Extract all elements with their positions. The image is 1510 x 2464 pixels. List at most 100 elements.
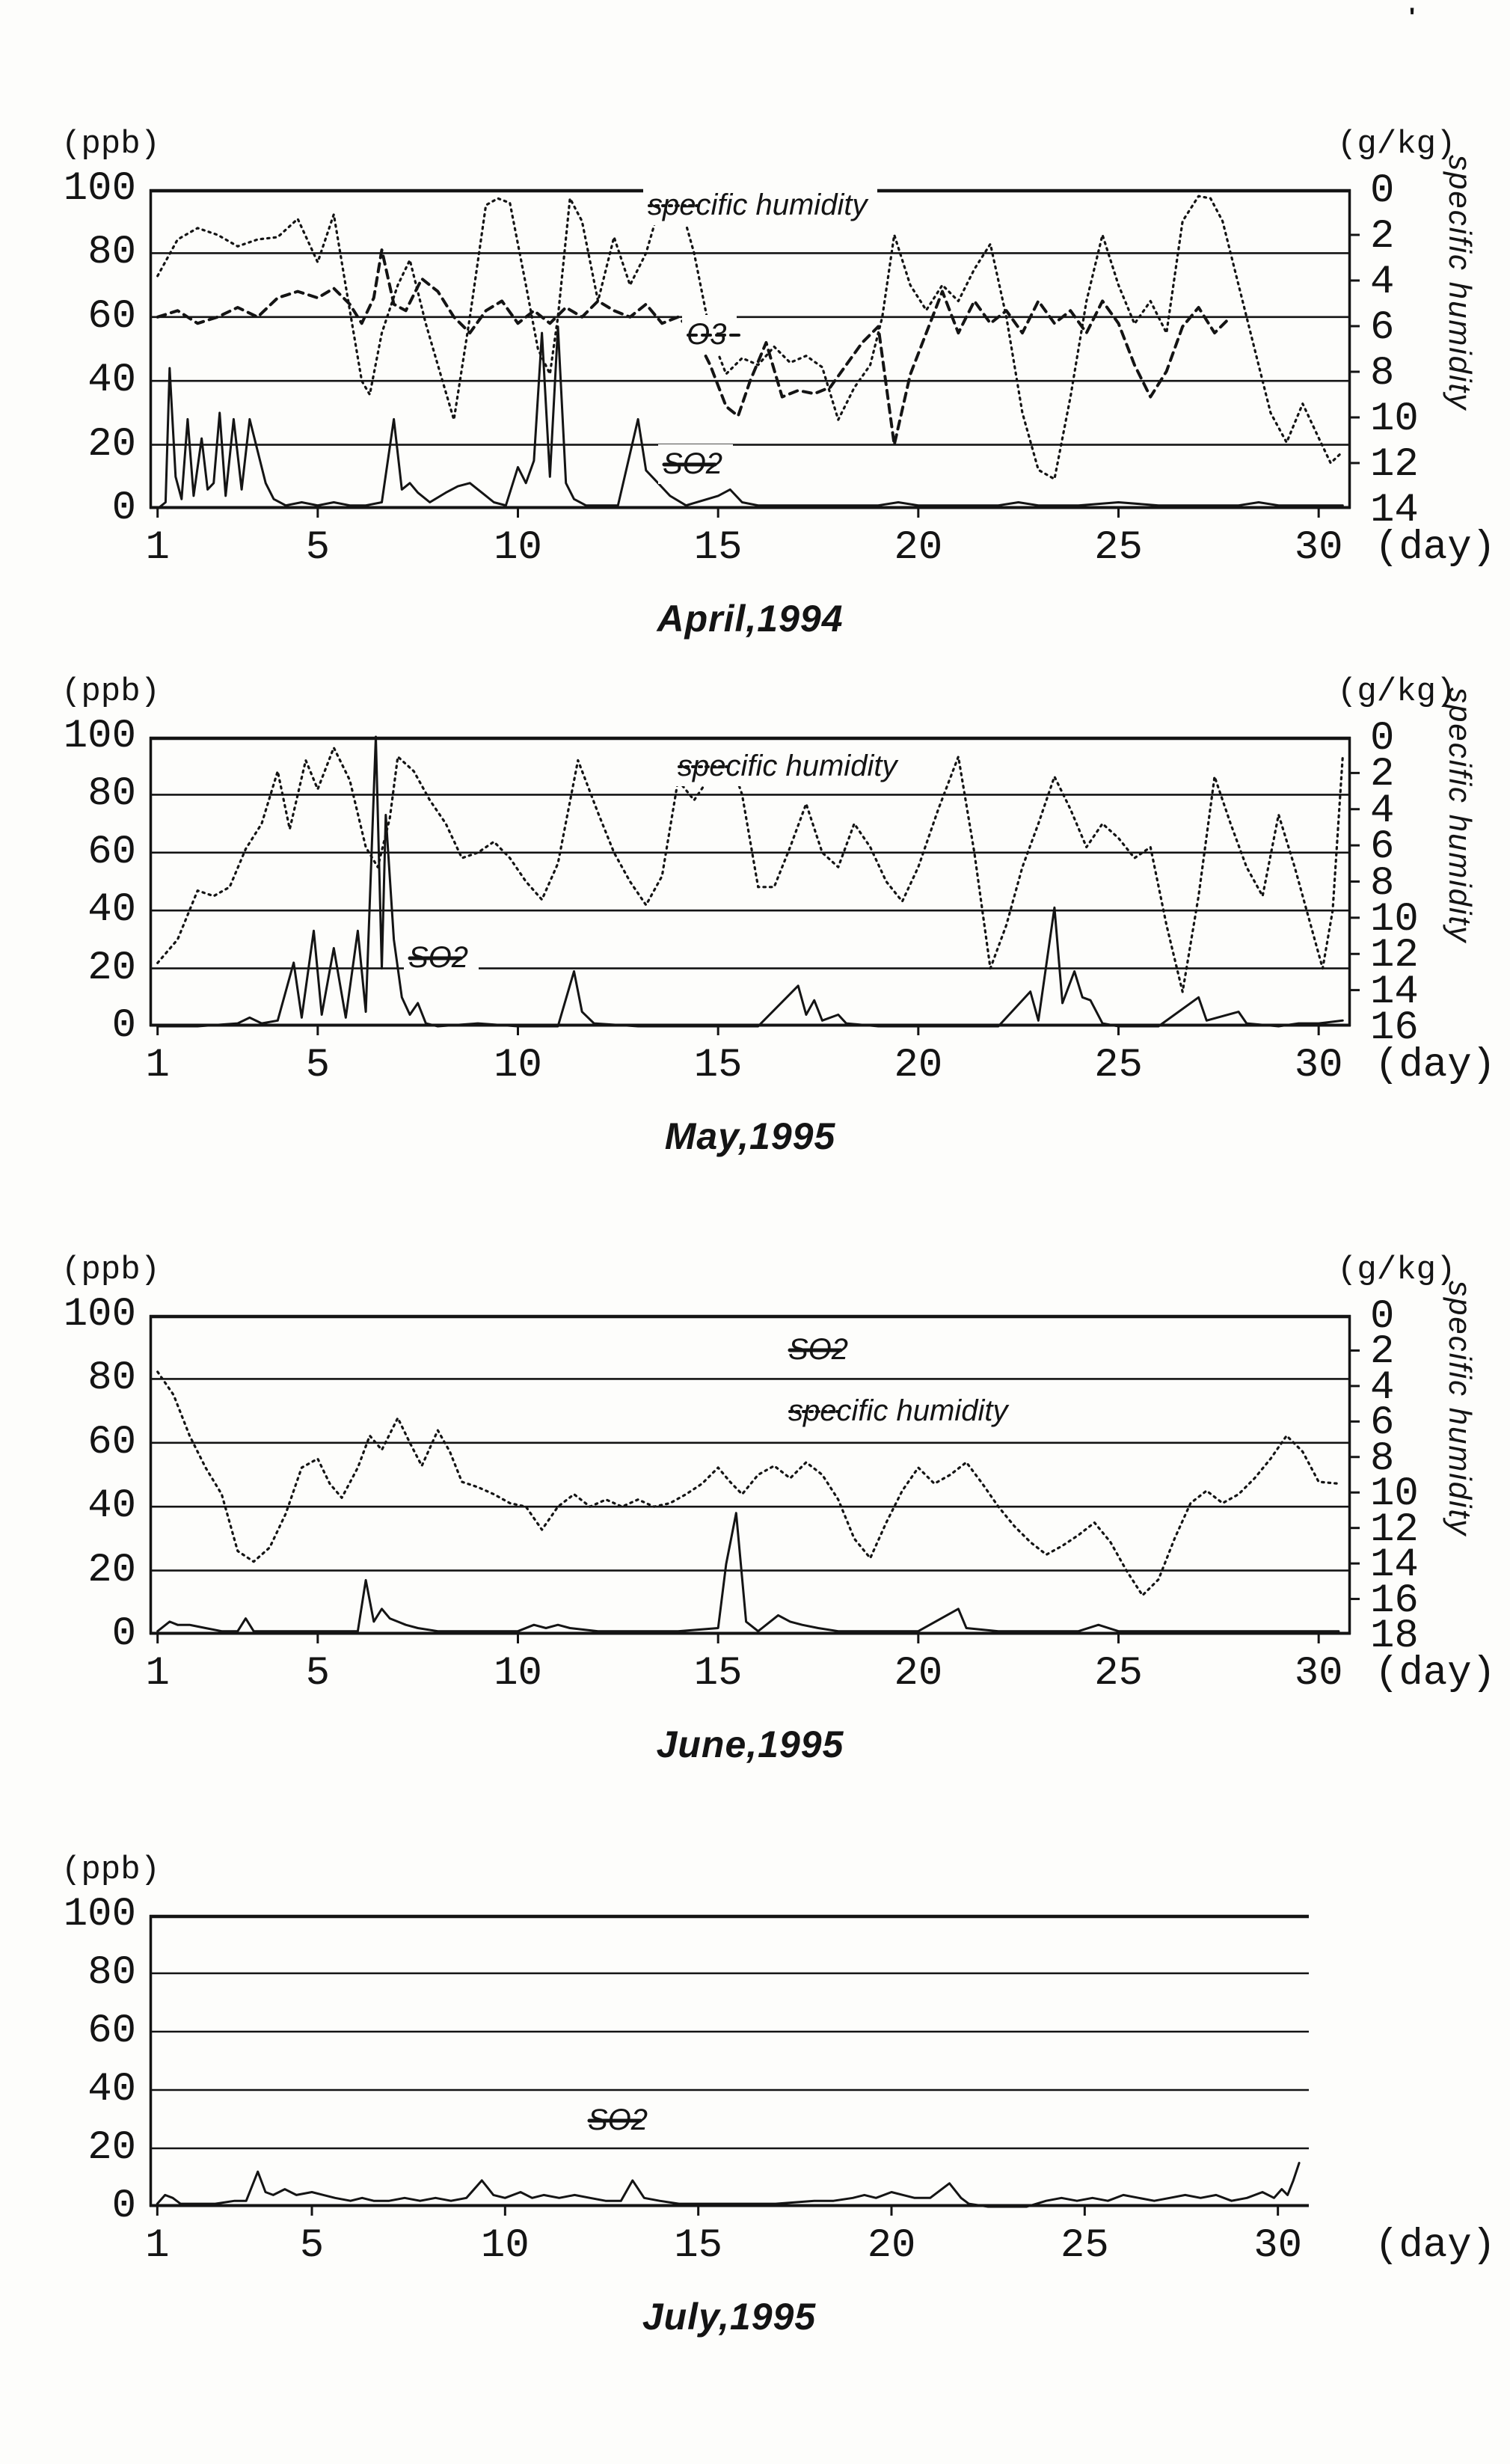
panel-3-x-tick-10: 10	[494, 1651, 542, 1697]
panel-3-legend-so2: SO2	[784, 1330, 859, 1370]
panel-1-legend-so2: SO2	[658, 444, 734, 484]
panel-3-right-tick-6: 6	[1370, 1400, 1395, 1447]
panel-3-right-tick-8: 8	[1370, 1435, 1395, 1482]
panel-1-right-tick-14: 14	[1370, 488, 1419, 533]
panel-2-left-tick-100: 100	[63, 714, 136, 759]
dotted-line-marker-icon	[788, 1409, 842, 1413]
panel-1-left-tick-0: 0	[111, 485, 136, 531]
panel-3-x-axis-unit: (day)	[1375, 1651, 1497, 1697]
panel-4-title: July,1995	[642, 2296, 817, 2338]
panel-2-right-axis-title: specific humidity	[1443, 687, 1478, 943]
panel-3-left-tick-40: 40	[88, 1483, 136, 1530]
panel-1-left-tick-80: 80	[88, 230, 136, 276]
panel-3-series-so2	[156, 1512, 1340, 1633]
panel-1-x-tick-1: 1	[145, 525, 170, 571]
panel-1-right-axis-title: specific humidity	[1443, 154, 1478, 411]
panel-3-x-tick-20: 20	[894, 1651, 943, 1697]
panel-3-title: June,1995	[656, 1723, 844, 1765]
panel-2-x-tick-10: 10	[494, 1043, 542, 1088]
panel-1-title: April,1994	[657, 598, 844, 640]
panel-3-series-specific-humidity	[156, 1370, 1340, 1597]
panel-2-right-tick-12: 12	[1370, 933, 1419, 979]
panel-3-right-axis-unit: (g/kg)	[1337, 1251, 1456, 1289]
panel-3-left-tick-60: 60	[88, 1419, 136, 1465]
panel-2-legend-specific-humidity: specific humidity	[673, 747, 908, 786]
panel-4-legend-so2: SO2	[583, 2100, 659, 2140]
panel-1-x-tick-20: 20	[894, 525, 943, 571]
panel-4-left-tick-0: 0	[111, 2183, 136, 2229]
panel-4-left-tick-20: 20	[88, 2125, 136, 2171]
dotted-line-marker-icon	[648, 203, 702, 207]
panel-4-x-tick-5: 5	[299, 2223, 325, 2269]
panel-3-x-tick-25: 25	[1094, 1651, 1143, 1697]
panel-3-left-tick-100: 100	[63, 1292, 136, 1337]
panel-4-x-tick-1: 1	[145, 2223, 170, 2269]
panel-2-left-tick-20: 20	[88, 945, 136, 991]
panel-3-right-tick-10: 10	[1370, 1471, 1419, 1518]
panel-1-x-tick-30: 30	[1294, 525, 1343, 571]
panel-1-right-tick-12: 12	[1370, 442, 1419, 488]
dotted-line-marker-icon	[678, 764, 731, 768]
panel-3-right-axis-title: specific humidity	[1443, 1280, 1478, 1536]
panel-4-x-tick-10: 10	[480, 2223, 530, 2269]
panel-4-x-tick-30: 30	[1253, 2223, 1303, 2269]
panel-1-x-axis-unit: (day)	[1375, 525, 1497, 571]
panel-2-right-axis-unit: (g/kg)	[1337, 673, 1456, 711]
panel-2-series-so2	[156, 735, 1344, 1028]
panel-1-x-tick-5: 5	[305, 525, 331, 571]
panel-4-left-tick-40: 40	[88, 2067, 136, 2112]
dashed-line-marker-icon	[687, 333, 740, 337]
panel-3-left-tick-0: 0	[111, 1611, 136, 1657]
panel-4-x-tick-20: 20	[867, 2223, 916, 2269]
panel-2-right-tick-14: 14	[1370, 969, 1419, 1015]
panel-3-plot-area	[149, 1314, 1360, 1643]
panel-2-x-tick-5: 5	[305, 1043, 331, 1088]
panel-2-x-tick-25: 25	[1094, 1043, 1143, 1088]
panel-1-right-tick-10: 10	[1370, 396, 1419, 442]
panel-2-right-tick-6: 6	[1370, 824, 1395, 871]
panel-2-right-tick-0: 0	[1370, 716, 1395, 761]
panel-1-left-tick-100: 100	[63, 166, 136, 212]
panel-1-legend-o3: O3	[682, 315, 740, 355]
panel-4-left-tick-60: 60	[88, 2008, 136, 2054]
panel-1-left-axis-unit: (ppb)	[61, 126, 161, 163]
solid-line-marker-icon	[662, 462, 717, 466]
panel-1-left-tick-20: 20	[88, 421, 136, 468]
panel-1-right-axis-unit: (g/kg)	[1337, 126, 1456, 163]
panel-1-series-so2	[156, 325, 1344, 510]
panel-2-x-tick-30: 30	[1294, 1043, 1343, 1088]
panel-2-right-tick-16: 16	[1370, 1005, 1419, 1051]
panel-1-plot-area	[149, 189, 1360, 518]
solid-line-marker-icon	[587, 2118, 642, 2122]
panel-2-right-tick-8: 8	[1370, 860, 1395, 907]
panel-2-left-tick-40: 40	[88, 887, 136, 934]
panel-2-legend-so2: SO2	[404, 938, 479, 978]
panel-2-right-tick-2: 2	[1370, 752, 1395, 798]
panel-3-right-tick-14: 14	[1370, 1542, 1419, 1589]
panel-3-x-tick-5: 5	[305, 1651, 331, 1697]
panel-1-legend-specific-humidity: specific humidity	[643, 186, 878, 225]
panel-1-right-tick-0: 0	[1370, 168, 1395, 214]
panel-2-x-axis-unit: (day)	[1375, 1043, 1497, 1088]
panel-2-x-tick-20: 20	[894, 1043, 943, 1088]
panel-3-right-tick-0: 0	[1370, 1294, 1395, 1340]
panel-2-right-tick-10: 10	[1370, 896, 1419, 943]
panel-1-left-tick-40: 40	[88, 358, 136, 404]
panel-3-left-tick-20: 20	[88, 1547, 136, 1593]
panel-3-right-tick-12: 12	[1370, 1507, 1419, 1553]
panel-3-left-axis-unit: (ppb)	[61, 1251, 161, 1289]
panel-3-legend-specific-humidity: specific humidity	[784, 1391, 1019, 1431]
panel-2-right-tick-4: 4	[1370, 788, 1395, 834]
solid-line-marker-icon	[788, 1348, 843, 1352]
panel-4-series-so2	[156, 2162, 1301, 2208]
panel-1-right-tick-8: 8	[1370, 351, 1395, 396]
panel-3-x-tick-30: 30	[1294, 1651, 1343, 1697]
panel-1-x-tick-15: 15	[693, 525, 743, 571]
panel-4-left-tick-100: 100	[63, 1892, 136, 1937]
panel-4-x-tick-15: 15	[674, 2223, 723, 2269]
panel-1-x-tick-10: 10	[494, 525, 542, 571]
panel-4-x-tick-25: 25	[1060, 2223, 1109, 2269]
panel-4-left-tick-80: 80	[88, 1950, 136, 1996]
panel-4-left-axis-unit: (ppb)	[61, 1851, 161, 1889]
